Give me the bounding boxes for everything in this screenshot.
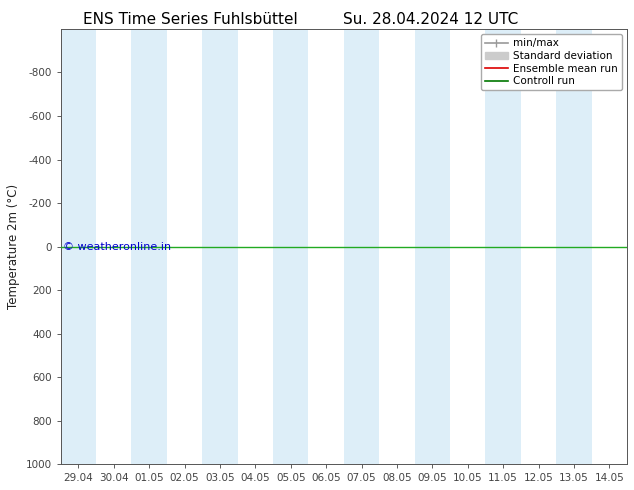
- Text: ENS Time Series Fuhlsbüttel: ENS Time Series Fuhlsbüttel: [83, 12, 297, 27]
- Bar: [344, 29, 379, 464]
- Bar: [556, 29, 592, 464]
- Text: Su. 28.04.2024 12 UTC: Su. 28.04.2024 12 UTC: [344, 12, 519, 27]
- Legend: min/max, Standard deviation, Ensemble mean run, Controll run: min/max, Standard deviation, Ensemble me…: [481, 34, 622, 90]
- Bar: [202, 29, 238, 464]
- Bar: [273, 29, 309, 464]
- Y-axis label: Temperature 2m (°C): Temperature 2m (°C): [7, 184, 20, 309]
- Bar: [486, 29, 521, 464]
- Text: © weatheronline.in: © weatheronline.in: [63, 242, 172, 251]
- Bar: [131, 29, 167, 464]
- Bar: [61, 29, 96, 464]
- Bar: [415, 29, 450, 464]
